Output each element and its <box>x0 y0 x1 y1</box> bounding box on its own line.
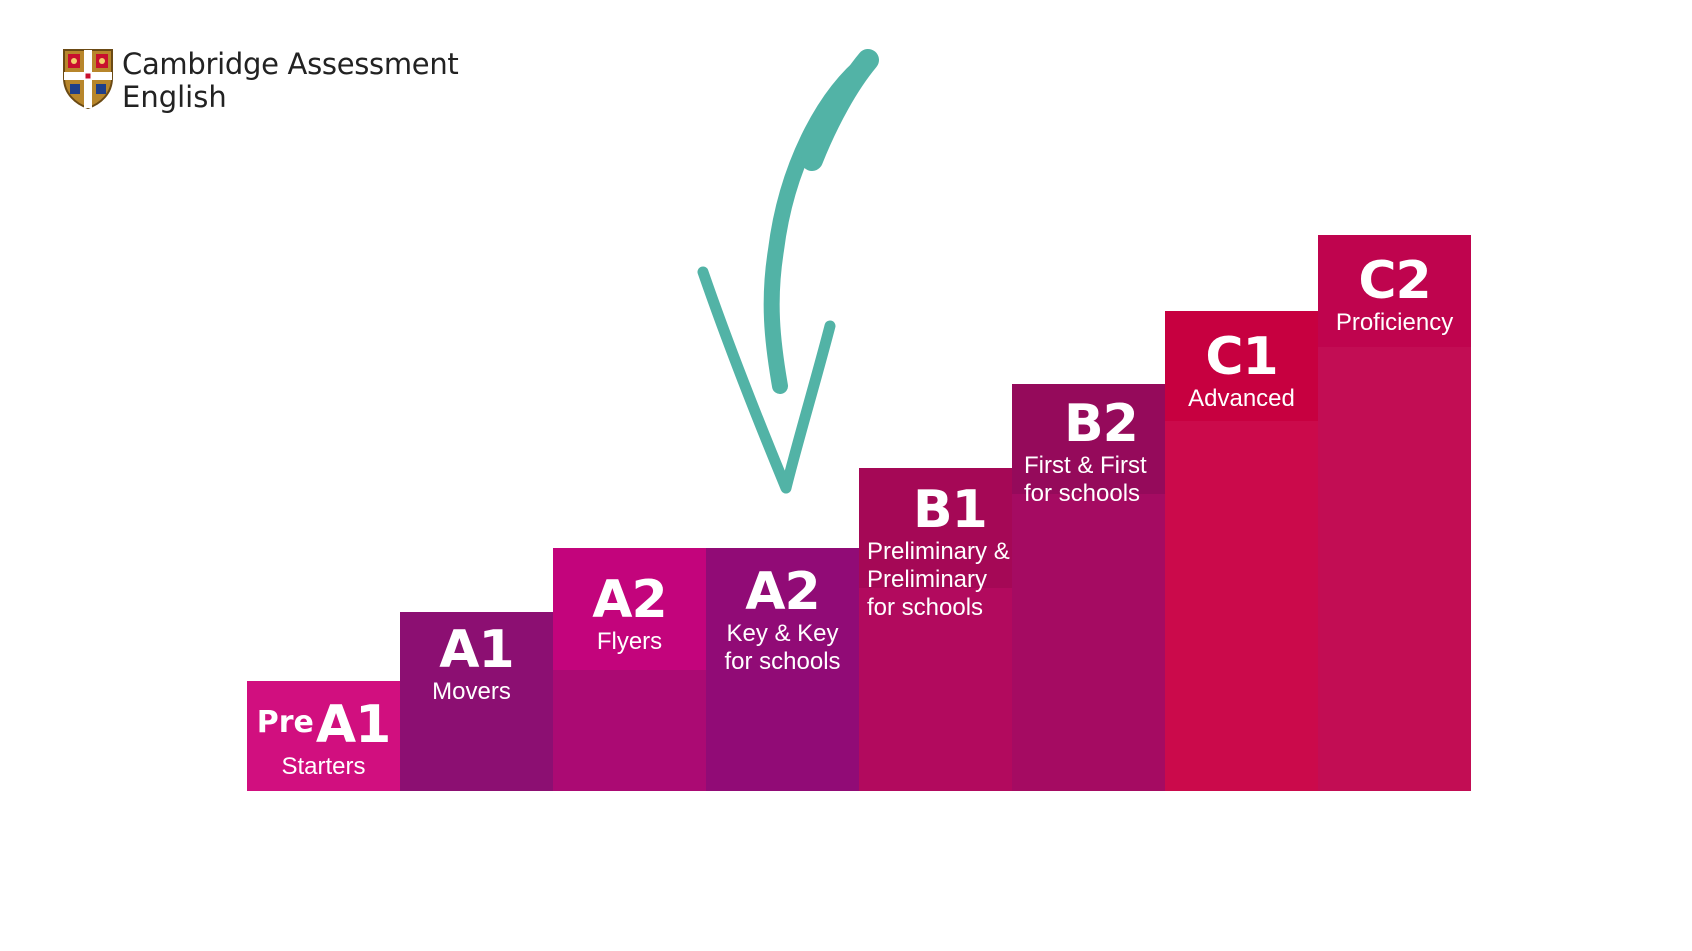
exam-label: Starters <box>281 753 366 780</box>
level-code: B2 <box>1064 394 1139 454</box>
exam-label: Movers <box>432 678 511 705</box>
exam-label: Advanced <box>1188 385 1295 412</box>
level-code: A2 <box>745 562 820 622</box>
logo-line-1: Cambridge Assessment <box>122 47 459 81</box>
logo-line-2: English <box>122 80 227 114</box>
exam-label: Proficiency <box>1335 309 1454 336</box>
level-code: B1 <box>913 480 988 540</box>
step-a2-key: A2 Key & Key for schools <box>706 548 859 791</box>
exam-label-line-2: Preliminary <box>867 566 988 593</box>
level-code: A1 <box>315 695 391 755</box>
exam-label-line-2: for schools <box>724 648 841 675</box>
exam-label-line-2: for schools <box>1024 480 1141 507</box>
level-label: PreA1 <box>247 695 400 753</box>
step-c1-advanced: C1 Advanced <box>1165 311 1318 791</box>
level-code: A1 <box>439 620 514 680</box>
level-code: C1 <box>1205 327 1278 387</box>
cambridge-logo: Cambridge Assessment English <box>62 48 459 114</box>
step-a1-movers: A1 Movers <box>400 612 553 791</box>
level-code: A2 <box>592 570 667 630</box>
level-prefix: Pre <box>256 705 314 740</box>
step-b1-preliminary: B1 Preliminary & Preliminary for schools <box>859 468 1012 791</box>
step-a2-flyers: A2 Flyers <box>553 548 706 791</box>
exam-label-line-1: First & First <box>1024 452 1147 479</box>
level-code: C2 <box>1358 251 1431 311</box>
step-c2-proficiency: C2 Proficiency <box>1318 235 1471 791</box>
exam-label-line-1: Key & Key <box>726 620 839 647</box>
exam-label-line-1: Preliminary & <box>867 538 1010 565</box>
cambridge-shield-icon <box>63 49 113 110</box>
step-b2-first: B2 First & First for schools <box>1012 384 1165 791</box>
exam-label-line-3: for schools <box>867 594 984 621</box>
step-pre-a1-starters: PreA1 Starters <box>247 681 400 791</box>
exam-label: Flyers <box>596 628 663 655</box>
